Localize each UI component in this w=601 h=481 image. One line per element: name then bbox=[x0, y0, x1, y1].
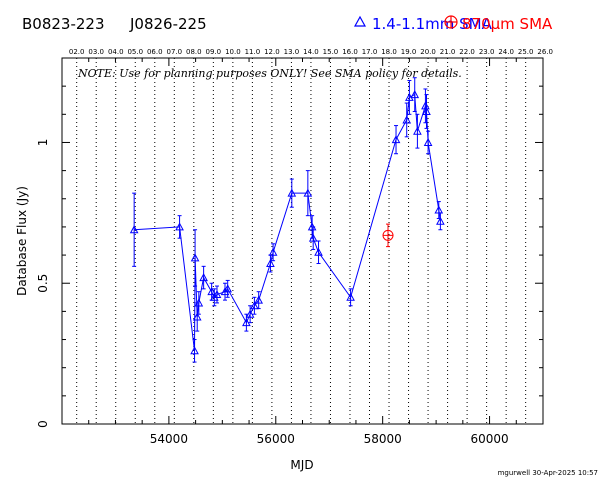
data-point bbox=[194, 298, 204, 307]
top-axis-label: 25.0 bbox=[518, 48, 534, 56]
series-red bbox=[382, 223, 394, 248]
data-point bbox=[391, 135, 401, 144]
top-axis-label: 08.0 bbox=[186, 48, 202, 56]
legend-blue-marker-icon bbox=[353, 15, 367, 27]
data-point bbox=[287, 188, 297, 197]
data-point bbox=[129, 225, 139, 234]
top-axis-label: 13.0 bbox=[284, 48, 300, 56]
top-axis-label: 21.0 bbox=[440, 48, 456, 56]
top-axis-label: 04.0 bbox=[108, 48, 124, 56]
data-point bbox=[268, 247, 278, 256]
x-axis: 54000 56000 58000 60000 bbox=[61, 58, 544, 446]
data-point bbox=[422, 106, 431, 115]
top-axis-label: 19.0 bbox=[401, 48, 417, 56]
top-axis-label: 26.0 bbox=[537, 48, 553, 56]
data-point bbox=[410, 90, 420, 99]
author-stamp: mgurwell 30-Apr-2025 10:57 bbox=[498, 469, 598, 477]
planning-note: NOTE: Use for planning purposes ONLY! Se… bbox=[77, 67, 462, 80]
data-point bbox=[314, 247, 323, 256]
top-axis-label: 22.0 bbox=[459, 48, 475, 56]
top-axis-label: 03.0 bbox=[88, 48, 104, 56]
data-point bbox=[303, 188, 313, 197]
top-axis-label: 11.0 bbox=[245, 48, 261, 56]
y-tick-label: 0.5 bbox=[36, 274, 50, 293]
top-axis-label: 05.0 bbox=[127, 48, 143, 56]
y-axis: 00.51 bbox=[36, 57, 543, 428]
top-axis-label: 09.0 bbox=[206, 48, 222, 56]
legend-blue-label: 1.4-1.1mm SMA bbox=[372, 15, 493, 33]
top-axis-label: 10.0 bbox=[225, 48, 241, 56]
data-point bbox=[190, 253, 200, 262]
data-point bbox=[266, 258, 275, 268]
data-point bbox=[175, 222, 184, 231]
data-point bbox=[402, 115, 412, 124]
source-name: B0823-223 bbox=[22, 15, 105, 33]
top-axis-label: 06.0 bbox=[147, 48, 163, 56]
data-point bbox=[308, 233, 318, 242]
data-point bbox=[346, 292, 355, 301]
series-blue bbox=[129, 77, 445, 363]
top-axis-label: 24.0 bbox=[498, 48, 514, 56]
data-point bbox=[250, 301, 259, 310]
top-axis-label: 16.0 bbox=[342, 48, 358, 56]
y-tick-label: 0 bbox=[36, 420, 50, 428]
top-axis-label: 15.0 bbox=[323, 48, 339, 56]
data-point bbox=[423, 137, 433, 146]
top-axis-label: 02.0 bbox=[69, 48, 85, 56]
data-point bbox=[413, 126, 422, 135]
legend-red-label: 870μm SMA bbox=[462, 15, 553, 33]
top-axis-label: 23.0 bbox=[479, 48, 495, 56]
x-axis-label: MJD bbox=[290, 458, 313, 472]
top-axis-label: 14.0 bbox=[303, 48, 319, 56]
legend-red-marker-icon bbox=[444, 15, 458, 29]
data-point bbox=[207, 287, 216, 296]
top-axis-label: 12.0 bbox=[264, 48, 280, 56]
y-axis-label: Database Flux (Jy) bbox=[15, 186, 29, 296]
data-point bbox=[212, 289, 222, 298]
top-year-axis: 02.0 03.0 04.0 05.0 06.0 07.0 08.0 09.0 10.0 11.0… bbox=[69, 48, 553, 56]
x-tick-label: 54000 bbox=[150, 432, 188, 446]
series-line bbox=[134, 93, 441, 351]
top-axis-label: 20.0 bbox=[420, 48, 436, 56]
data-point bbox=[245, 309, 255, 318]
data-point bbox=[223, 284, 233, 293]
top-axis-label: 17.0 bbox=[362, 48, 378, 56]
data-point bbox=[199, 273, 208, 282]
alt-source-name: J0826-225 bbox=[129, 15, 207, 33]
data-point bbox=[254, 295, 264, 304]
x-tick-label: 60000 bbox=[470, 432, 508, 446]
series-layer bbox=[129, 77, 445, 363]
data-point bbox=[421, 101, 430, 110]
data-point bbox=[190, 346, 199, 355]
y-tick-label: 1 bbox=[36, 139, 50, 147]
data-point bbox=[192, 312, 202, 321]
x-tick-label: 58000 bbox=[364, 432, 402, 446]
top-axis-label: 07.0 bbox=[167, 48, 183, 56]
x-tick-label: 56000 bbox=[257, 432, 295, 446]
data-point bbox=[436, 216, 445, 225]
year-grid bbox=[76, 58, 527, 424]
top-axis-label: 18.0 bbox=[381, 48, 397, 56]
